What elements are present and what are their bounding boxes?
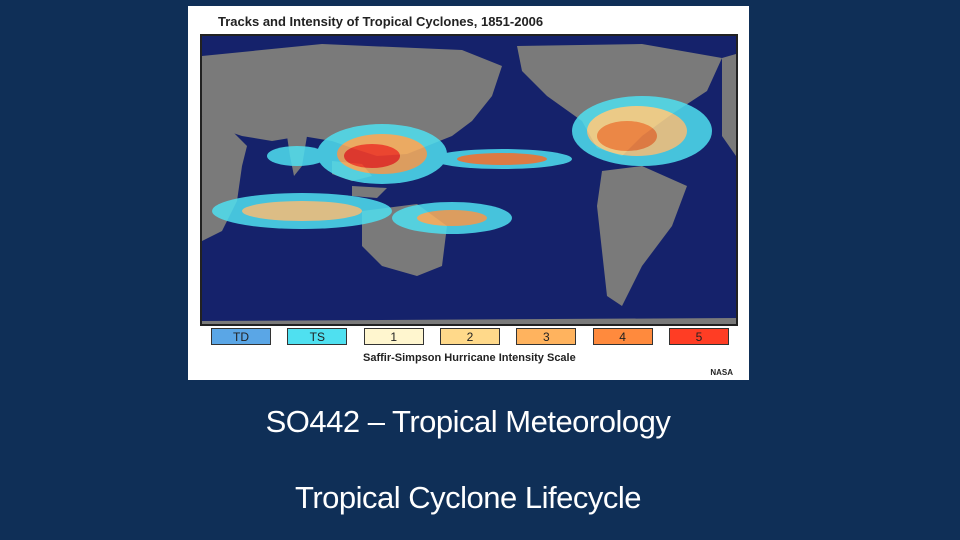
legend-swatch-ts: TS — [287, 328, 348, 345]
legend-label: 1 — [390, 329, 397, 344]
cyclone-track-map — [200, 34, 738, 326]
slide-title: SO442 – Tropical Meteorology — [265, 404, 671, 439]
world-map-image — [202, 36, 736, 324]
legend-label: 5 — [695, 329, 703, 344]
legend-swatch-cat3: 3 — [516, 328, 577, 345]
image-credit: NASA — [710, 368, 733, 377]
legend-label: 3 — [542, 329, 550, 344]
figure-title: Tracks and Intensity of Tropical Cyclone… — [218, 14, 544, 29]
legend-swatch-cat4: 4 — [592, 328, 653, 345]
legend-swatch-cat5: 5 — [668, 328, 729, 345]
legend-swatch-cat2: 2 — [439, 328, 500, 345]
legend-swatch-td: TD — [211, 328, 271, 345]
intensity-scale-label: Saffir-Simpson Hurricane Intensity Scale — [363, 352, 576, 364]
legend-label: 2 — [466, 329, 474, 344]
legend-label: 4 — [619, 329, 626, 344]
legend-label: TS — [309, 329, 325, 344]
legend-swatch-cat1: 1 — [363, 328, 424, 345]
cyclone-track-figure: Tracks and Intensity of Tropical Cyclone… — [188, 6, 749, 380]
intensity-scale-legend: TD TS 1 2 3 4 5 — [211, 328, 729, 347]
legend-label: TD — [233, 329, 249, 344]
slide-subtitle: Tropical Cyclone Lifecycle — [295, 480, 641, 515]
